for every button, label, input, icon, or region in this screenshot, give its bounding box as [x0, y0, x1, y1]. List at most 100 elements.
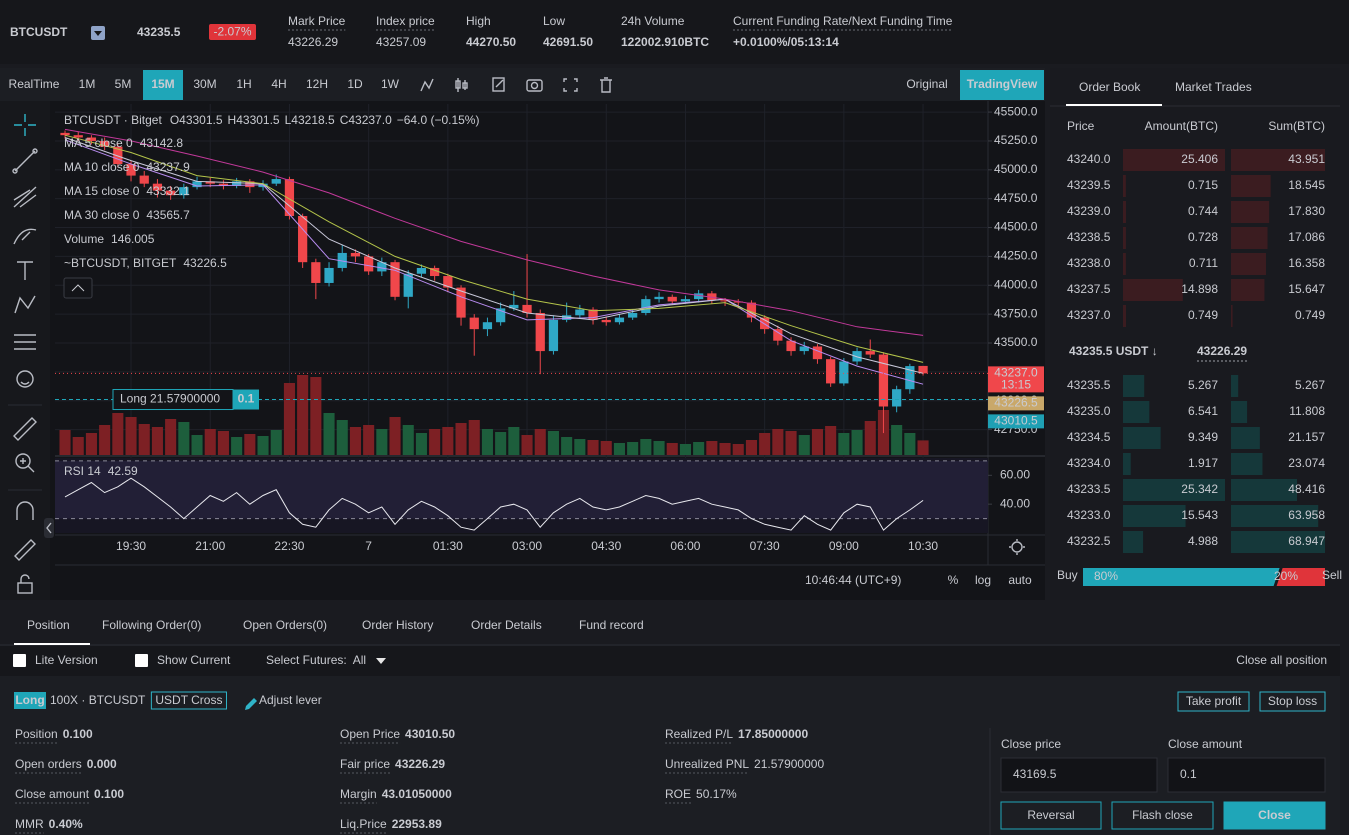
checkbox[interactable] [135, 654, 148, 667]
candle-body [733, 301, 743, 303]
book-price[interactable]: 43238.5 [1067, 230, 1111, 244]
view-button[interactable]: Original [906, 77, 947, 91]
book-price[interactable]: 43233.5 [1067, 482, 1111, 496]
volume-bar [429, 429, 441, 455]
brush-tool[interactable] [13, 228, 37, 245]
book-price[interactable]: 43232.5 [1067, 534, 1111, 548]
symbol[interactable]: BTCUSDT [10, 25, 68, 39]
book-price[interactable]: 43233.0 [1067, 508, 1111, 522]
chart-settings-icon[interactable] [1009, 539, 1025, 555]
buy-ratio: 80% [1094, 569, 1118, 583]
legend-collapse[interactable] [63, 277, 93, 299]
ohlc-key: C [340, 113, 349, 127]
checkbox[interactable] [13, 654, 26, 667]
interval-button[interactable]: 1W [381, 77, 400, 91]
book-price[interactable]: 43238.0 [1067, 256, 1111, 270]
position-tab[interactable]: Open Orders(0) [243, 618, 327, 632]
close-form-button[interactable] [1111, 801, 1214, 830]
adjust-lever[interactable]: Adjust lever [259, 693, 322, 707]
interval-button[interactable]: 30M [193, 77, 216, 91]
book-price[interactable]: 43237.0 [1067, 308, 1111, 322]
measure-lines-tool[interactable] [14, 334, 36, 350]
book-price[interactable]: 43234.5 [1067, 430, 1111, 444]
lock-tool[interactable] [17, 574, 33, 594]
position-tab[interactable]: Position [27, 618, 70, 632]
scale-option[interactable]: log [975, 573, 991, 587]
trend-line-tool[interactable] [12, 148, 38, 174]
interval-button[interactable]: 5M [115, 77, 132, 91]
fullscreen-icon[interactable] [563, 78, 578, 92]
crosshair-tool[interactable] [14, 114, 36, 136]
action-button[interactable] [1177, 691, 1250, 712]
book-price[interactable]: 43239.0 [1067, 204, 1111, 218]
stat-value: 43257.09 [376, 35, 426, 49]
futures-value[interactable]: All [353, 653, 366, 667]
action-button[interactable] [1259, 691, 1326, 712]
book-price[interactable]: 43239.5 [1067, 178, 1111, 192]
x-tick-label: 10:30 [908, 539, 938, 553]
volume-bar [587, 440, 599, 455]
futures-dropdown-arrow[interactable] [376, 658, 386, 664]
position-tab[interactable]: Order Details [471, 618, 542, 632]
magnet-tool[interactable] [16, 501, 34, 520]
interval-button[interactable]: 1H [236, 77, 251, 91]
action-label: Take profit [1186, 694, 1242, 708]
clock: 10:46:44 (UTC+9) [805, 573, 901, 587]
scale-option[interactable]: % [948, 573, 959, 587]
delete-icon[interactable] [600, 77, 612, 93]
volume-bar [112, 413, 124, 455]
screenshot-icon[interactable] [526, 79, 543, 92]
view-button[interactable]: TradingView [967, 77, 1038, 91]
price-input[interactable] [1000, 757, 1158, 793]
amount-input[interactable] [1167, 757, 1326, 793]
position-tab[interactable]: Fund record [579, 618, 644, 632]
order-book-tab[interactable]: Market Trades [1175, 80, 1252, 94]
volume-bar [231, 437, 243, 455]
fib-tool[interactable] [13, 186, 37, 208]
close-form-button[interactable] [1000, 801, 1102, 830]
y-tick-label: 45250.0 [994, 133, 1038, 147]
book-price[interactable]: 43240.0 [1067, 152, 1111, 166]
ruler-tool[interactable] [13, 417, 37, 441]
indicator-icon[interactable] [420, 78, 434, 92]
pattern-tool[interactable] [14, 295, 36, 314]
lock-draw-tool[interactable] [14, 539, 36, 561]
rsi-tick-label: 60.00 [1000, 467, 1030, 481]
change: -2.07% [213, 25, 251, 39]
book-price[interactable]: 43235.5 [1067, 378, 1111, 392]
book-sum: 11.808 [1289, 404, 1325, 418]
volume-bar [772, 429, 784, 455]
chart-tool-icons [420, 77, 612, 93]
price-tag [988, 396, 1044, 411]
emoji-tool[interactable] [16, 370, 34, 388]
candle-body [641, 299, 651, 313]
close-form-button[interactable] [1223, 801, 1326, 830]
interval-button[interactable]: 15M [151, 77, 174, 91]
candle-style-icon[interactable] [455, 78, 468, 92]
book-amount: 0.728 [1188, 230, 1218, 244]
interval-button[interactable]: 12H [306, 77, 328, 91]
close-all-link[interactable]: Close all position [1236, 653, 1327, 667]
position-tab[interactable]: Order History [362, 618, 433, 632]
interval-button[interactable]: RealTime [9, 77, 60, 91]
book-price[interactable]: 43237.5 [1067, 282, 1111, 296]
candle-body [509, 304, 519, 309]
volume-bar [125, 417, 137, 455]
book-price[interactable]: 43235.0 [1067, 404, 1111, 418]
collapse-tools[interactable] [44, 518, 54, 538]
candle-body [443, 276, 453, 288]
book-price[interactable]: 43234.0 [1067, 456, 1111, 470]
zoom-tool[interactable] [15, 453, 35, 473]
interval-button[interactable]: 1M [79, 77, 96, 91]
draw-icon[interactable] [492, 77, 505, 92]
stat-label: Index price [376, 14, 435, 28]
interval-button[interactable]: 4H [271, 77, 286, 91]
ohlc-value: 43237.0 [348, 113, 392, 127]
field-label: Margin [340, 787, 377, 801]
order-book-tab[interactable]: Order Book [1079, 80, 1141, 94]
interval-button[interactable]: 1D [347, 77, 363, 91]
position-tab[interactable]: Following Order(0) [102, 618, 201, 632]
text-tool[interactable] [17, 261, 33, 280]
volume-bar [640, 439, 652, 455]
scale-option[interactable]: auto [1008, 573, 1032, 587]
